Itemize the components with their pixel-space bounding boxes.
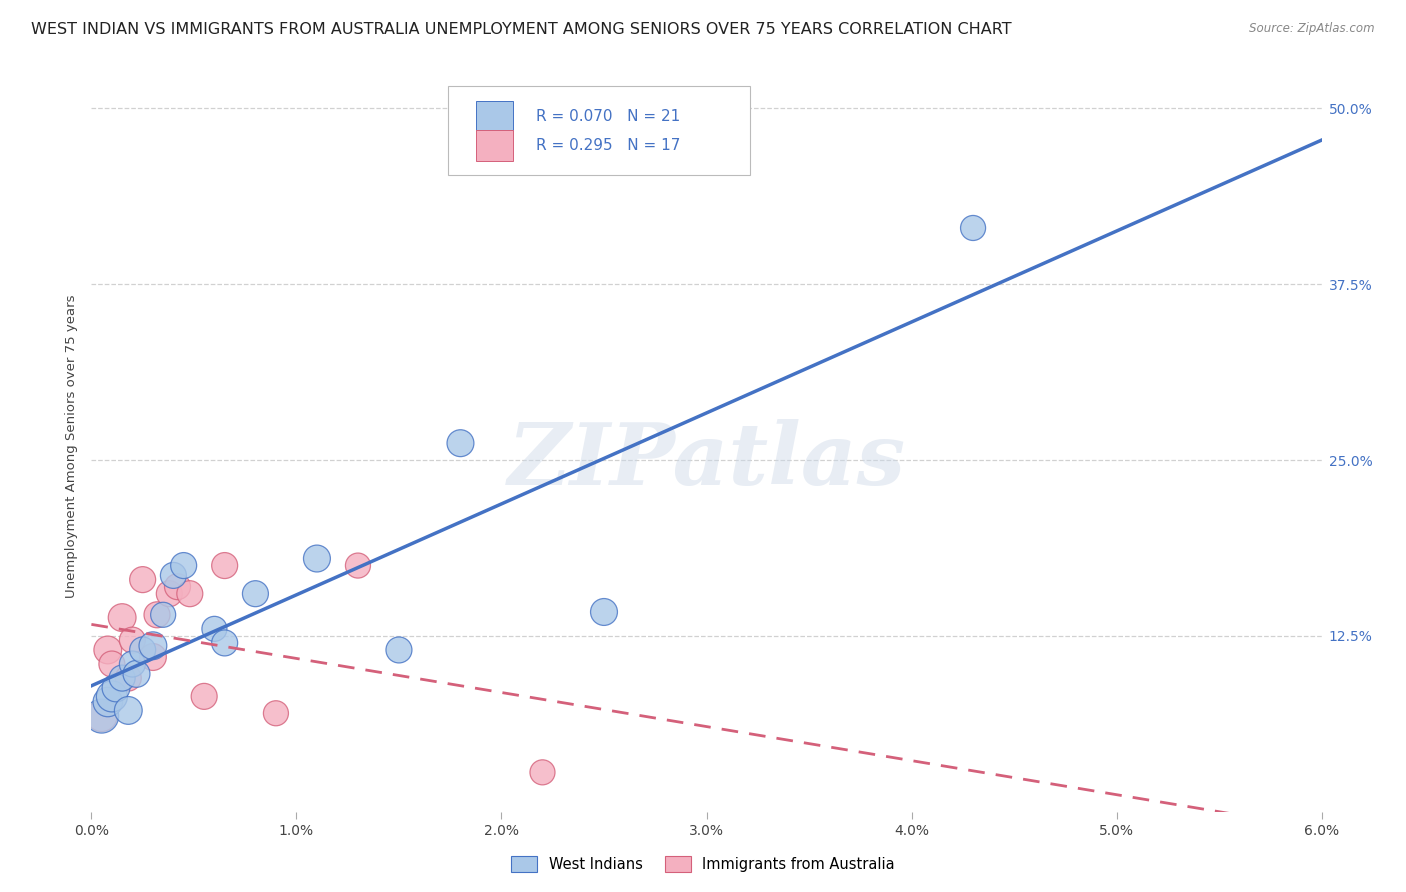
Point (193, 690, 215, 704)
Point (305, 551, 328, 566)
Point (214, 558, 236, 573)
Point (131, 643, 153, 657)
Point (962, 221, 984, 235)
Point (111, 610, 134, 624)
Point (347, 558, 370, 573)
Point (173, 558, 195, 573)
Point (245, 587, 267, 601)
Point (214, 636, 236, 650)
Point (152, 607, 174, 622)
Point (202, 622, 225, 636)
Point (117, 671, 139, 685)
Text: Source: ZipAtlas.com: Source: ZipAtlas.com (1250, 22, 1375, 36)
Point (90, 709, 112, 723)
Point (162, 568, 184, 582)
Point (146, 607, 169, 622)
Point (142, 639, 165, 653)
Text: WEST INDIAN VS IMMIGRANTS FROM AUSTRALIA UNEMPLOYMENT AMONG SENIORS OVER 75 YEAR: WEST INDIAN VS IMMIGRANTS FROM AUSTRALIA… (31, 22, 1011, 37)
Point (166, 580, 188, 594)
Point (388, 643, 411, 657)
Point (117, 703, 139, 717)
Point (121, 633, 143, 648)
Point (531, 765, 554, 780)
Point (101, 690, 124, 704)
Text: ZIPatlas: ZIPatlas (508, 419, 905, 502)
Point (111, 671, 134, 685)
Point (97, 695, 120, 709)
Point (101, 657, 124, 671)
Y-axis label: Unemployment Among Seniors over 75 years: Unemployment Among Seniors over 75 years (65, 294, 79, 598)
Point (90, 709, 112, 723)
Bar (477, 130, 513, 161)
FancyBboxPatch shape (449, 87, 749, 176)
Point (121, 657, 143, 671)
Point (179, 587, 201, 601)
Bar (477, 101, 513, 131)
Point (105, 681, 127, 695)
Point (131, 573, 153, 587)
Point (142, 650, 165, 665)
Text: R = 0.070   N = 21: R = 0.070 N = 21 (536, 109, 679, 124)
Point (449, 436, 471, 450)
Text: R = 0.295   N = 17: R = 0.295 N = 17 (536, 138, 681, 153)
Legend: West Indians, Immigrants from Australia: West Indians, Immigrants from Australia (505, 850, 901, 878)
Point (125, 666, 148, 681)
Point (264, 706, 287, 721)
Point (593, 605, 616, 619)
Point (97, 643, 120, 657)
Point (157, 587, 180, 601)
